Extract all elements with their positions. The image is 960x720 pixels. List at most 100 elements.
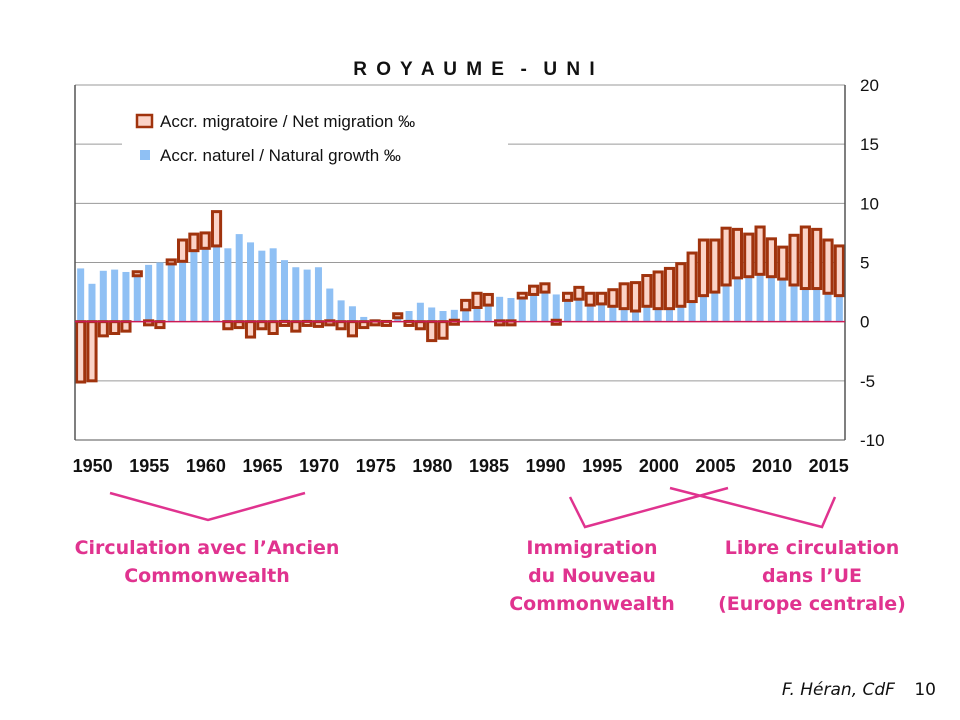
net-migration-bar xyxy=(811,227,823,291)
natural-growth-bar xyxy=(564,300,572,322)
net-migration-bar xyxy=(573,285,585,301)
net-migration-bar xyxy=(335,320,347,331)
x-tick-label: 1950 xyxy=(73,456,113,476)
annotation-line: Commonwealth xyxy=(124,565,290,587)
footer: F. Héran, CdF 10 xyxy=(782,680,936,700)
net-migration-bar xyxy=(607,288,619,308)
net-migration-bar xyxy=(686,251,698,304)
natural-growth-bar xyxy=(303,269,311,322)
natural-growth-bar xyxy=(99,270,107,322)
natural-growth-bar xyxy=(167,262,175,322)
net-migration-bar xyxy=(86,320,98,383)
net-migration-bar xyxy=(663,266,676,311)
y-tick-label: 10 xyxy=(860,194,879,213)
natural-growth-bar xyxy=(722,284,730,322)
net-migration-bar xyxy=(324,319,336,327)
natural-growth-bar xyxy=(439,311,447,322)
natural-growth-bar xyxy=(790,284,798,322)
net-migration-bar xyxy=(154,320,166,330)
net-migration-bar xyxy=(652,270,664,311)
natural-growth-bar xyxy=(360,316,368,322)
net-migration-bar xyxy=(176,238,189,263)
natural-growth-bar xyxy=(258,250,266,322)
y-tick-label: 20 xyxy=(860,76,879,95)
net-migration-bar xyxy=(369,319,381,327)
net-migration-bar xyxy=(414,320,426,331)
bracket-ue xyxy=(669,486,837,529)
natural-growth-bar xyxy=(88,283,96,322)
natural-growth-bar xyxy=(473,307,481,322)
natural-growth-bar xyxy=(190,250,198,322)
net-migration-bar xyxy=(595,291,608,306)
natural-growth-bar xyxy=(224,248,232,322)
natural-growth-bar xyxy=(269,248,277,322)
natural-growth-bar xyxy=(247,242,255,322)
natural-growth-bar xyxy=(609,306,617,322)
natural-growth-bar xyxy=(530,294,538,322)
net-migration-bar xyxy=(494,319,506,327)
natural-growth-bar xyxy=(145,264,153,322)
net-migration-bar xyxy=(788,233,800,287)
net-migration-bar xyxy=(437,320,449,340)
net-migration-bar xyxy=(675,262,687,308)
natural-growth-bar xyxy=(450,309,458,322)
y-tick-labels: 20 15 10 5 0 -5 -10 xyxy=(860,76,885,450)
net-migration-bar xyxy=(743,232,755,279)
natural-growth-bar xyxy=(179,261,187,322)
natural-growth-bar xyxy=(133,274,141,322)
natural-growth-bar xyxy=(711,292,719,322)
x-tick-label: 1960 xyxy=(186,456,226,476)
x-tick-labels: 1950 1955 1960 1965 1970 1975 1980 1985 1990 1995… xyxy=(73,456,849,476)
natural-growth-bar xyxy=(111,269,119,322)
natural-growth-bar xyxy=(77,268,85,322)
net-migration-bar xyxy=(346,320,359,338)
natural-growth-bar xyxy=(779,279,787,322)
net-migration-bar xyxy=(143,319,155,327)
y-tick-label: 0 xyxy=(860,313,869,332)
net-migration-bar xyxy=(482,292,494,307)
natural-growth-bar xyxy=(824,293,832,322)
natural-growth-bar xyxy=(643,306,651,322)
annotation-nouveau-commonwealth: Immigration du Nouveau Commonwealth xyxy=(492,534,692,618)
x-tick-label: 1980 xyxy=(412,456,452,476)
natural-growth-bar xyxy=(416,302,424,322)
natural-growth-bar xyxy=(337,300,345,322)
net-migration-bar xyxy=(720,226,732,287)
x-tick-label: 2010 xyxy=(752,456,792,476)
bracket-ancien-commonwealth xyxy=(109,491,306,522)
page-number: 10 xyxy=(914,680,936,700)
natural-growth-bar xyxy=(496,296,504,322)
y-tick-label: -5 xyxy=(860,372,875,391)
x-tick-label: 1990 xyxy=(526,456,566,476)
y-tick-label: -10 xyxy=(860,431,885,450)
net-migration-bars xyxy=(75,210,845,384)
x-tick-label: 2015 xyxy=(809,456,849,476)
natural-growth-bar xyxy=(280,260,288,322)
natural-growth-bar xyxy=(122,271,130,322)
net-migration-bar xyxy=(75,320,87,384)
natural-growth-bar xyxy=(235,234,243,322)
natural-growth-bar xyxy=(201,248,209,322)
net-migration-bar xyxy=(392,312,404,320)
natural-growth-bar xyxy=(292,267,300,322)
net-migration-bar xyxy=(222,320,234,331)
legend-swatch-natural xyxy=(140,150,150,160)
net-migration-bar xyxy=(584,291,596,307)
net-migration-bar xyxy=(539,282,551,294)
y-tick-label: 5 xyxy=(860,254,869,273)
net-migration-bar xyxy=(641,274,653,308)
natural-growth-bar xyxy=(598,303,606,322)
natural-growth-bar xyxy=(541,292,549,322)
net-migration-bar xyxy=(561,291,574,302)
net-migration-bar xyxy=(244,320,257,339)
natural-growth-bar xyxy=(745,276,753,322)
natural-growth-bar xyxy=(756,274,764,322)
x-tick-label: 2005 xyxy=(695,456,735,476)
net-migration-bar xyxy=(516,291,528,300)
natural-growth-bar xyxy=(835,295,843,322)
net-migration-bar xyxy=(256,320,268,331)
net-migration-bar xyxy=(618,282,630,311)
natural-growth-bar xyxy=(699,295,707,322)
natural-growth-bar xyxy=(518,298,526,322)
